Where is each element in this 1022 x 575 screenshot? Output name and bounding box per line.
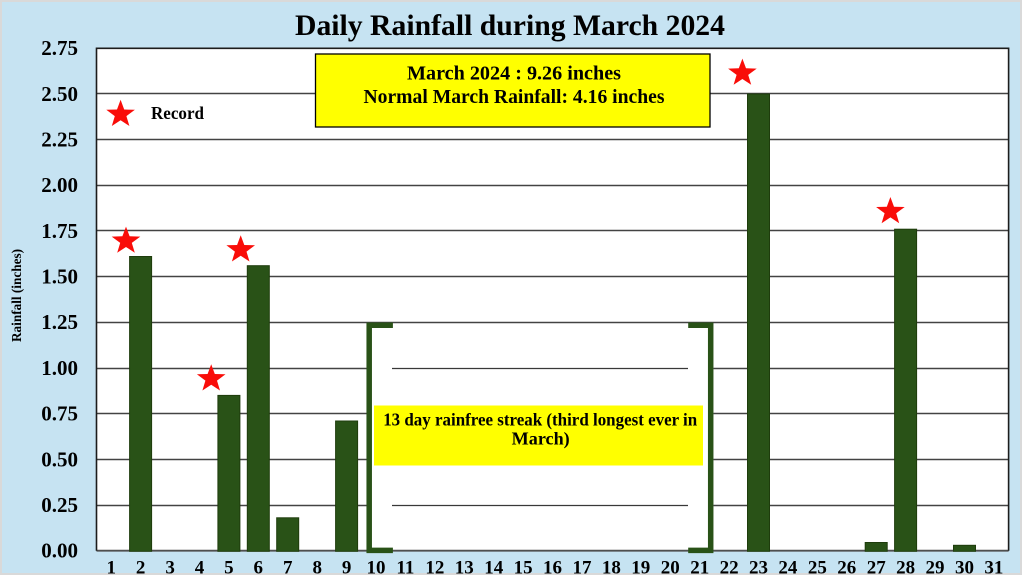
svg-text:9: 9 (342, 558, 352, 575)
svg-text:21: 21 (690, 558, 709, 575)
svg-text:10: 10 (367, 558, 386, 575)
svg-text:1: 1 (106, 558, 116, 575)
svg-text:0.00: 0.00 (41, 539, 78, 563)
svg-text:16: 16 (543, 558, 562, 575)
svg-text:Rainfall (inches): Rainfall (inches) (9, 249, 24, 342)
svg-text:0.75: 0.75 (41, 402, 78, 426)
svg-text:Record: Record (151, 103, 204, 123)
svg-text:2.50: 2.50 (41, 82, 78, 106)
svg-text:31: 31 (984, 558, 1003, 575)
svg-text:13: 13 (455, 558, 474, 575)
svg-text:18: 18 (602, 558, 621, 575)
svg-text:2.75: 2.75 (41, 36, 78, 60)
svg-text:March): March) (512, 429, 570, 449)
svg-text:1.00: 1.00 (41, 356, 78, 380)
svg-text:25: 25 (808, 558, 827, 575)
svg-text:1.75: 1.75 (41, 219, 78, 243)
svg-text:2.25: 2.25 (41, 128, 78, 152)
svg-text:4: 4 (195, 558, 205, 575)
svg-text:8: 8 (312, 558, 322, 575)
svg-text:28: 28 (896, 558, 915, 575)
svg-text:Normal March Rainfall: 4.16 in: Normal March Rainfall: 4.16 inches (364, 86, 665, 108)
svg-text:2.00: 2.00 (41, 173, 78, 197)
svg-text:Daily Rainfall during March 20: Daily Rainfall during March 2024 (295, 9, 725, 42)
svg-text:2: 2 (136, 558, 146, 575)
svg-text:5: 5 (224, 558, 234, 575)
svg-text:17: 17 (573, 558, 593, 575)
svg-text:1.50: 1.50 (41, 265, 78, 289)
svg-text:0.25: 0.25 (41, 493, 78, 517)
svg-text:0.50: 0.50 (41, 447, 78, 471)
svg-text:7: 7 (283, 558, 293, 575)
svg-text:March 2024 : 9.26 inches: March 2024 : 9.26 inches (407, 63, 621, 85)
svg-text:14: 14 (484, 558, 504, 575)
svg-text:20: 20 (661, 558, 680, 575)
svg-text:6: 6 (254, 558, 264, 575)
svg-text:23: 23 (749, 558, 768, 575)
svg-text:30: 30 (955, 558, 974, 575)
svg-text:15: 15 (514, 558, 533, 575)
svg-text:1.25: 1.25 (41, 310, 78, 334)
svg-text:12: 12 (425, 558, 444, 575)
svg-text:29: 29 (926, 558, 945, 575)
svg-text:22: 22 (720, 558, 739, 575)
svg-text:3: 3 (165, 558, 175, 575)
svg-text:19: 19 (631, 558, 650, 575)
svg-text:27: 27 (867, 558, 887, 575)
svg-text:26: 26 (837, 558, 856, 575)
svg-text:24: 24 (778, 558, 798, 575)
svg-text:13 day rainfree streak (third: 13 day rainfree streak (third longest ev… (383, 410, 697, 430)
svg-text:11: 11 (396, 558, 414, 575)
